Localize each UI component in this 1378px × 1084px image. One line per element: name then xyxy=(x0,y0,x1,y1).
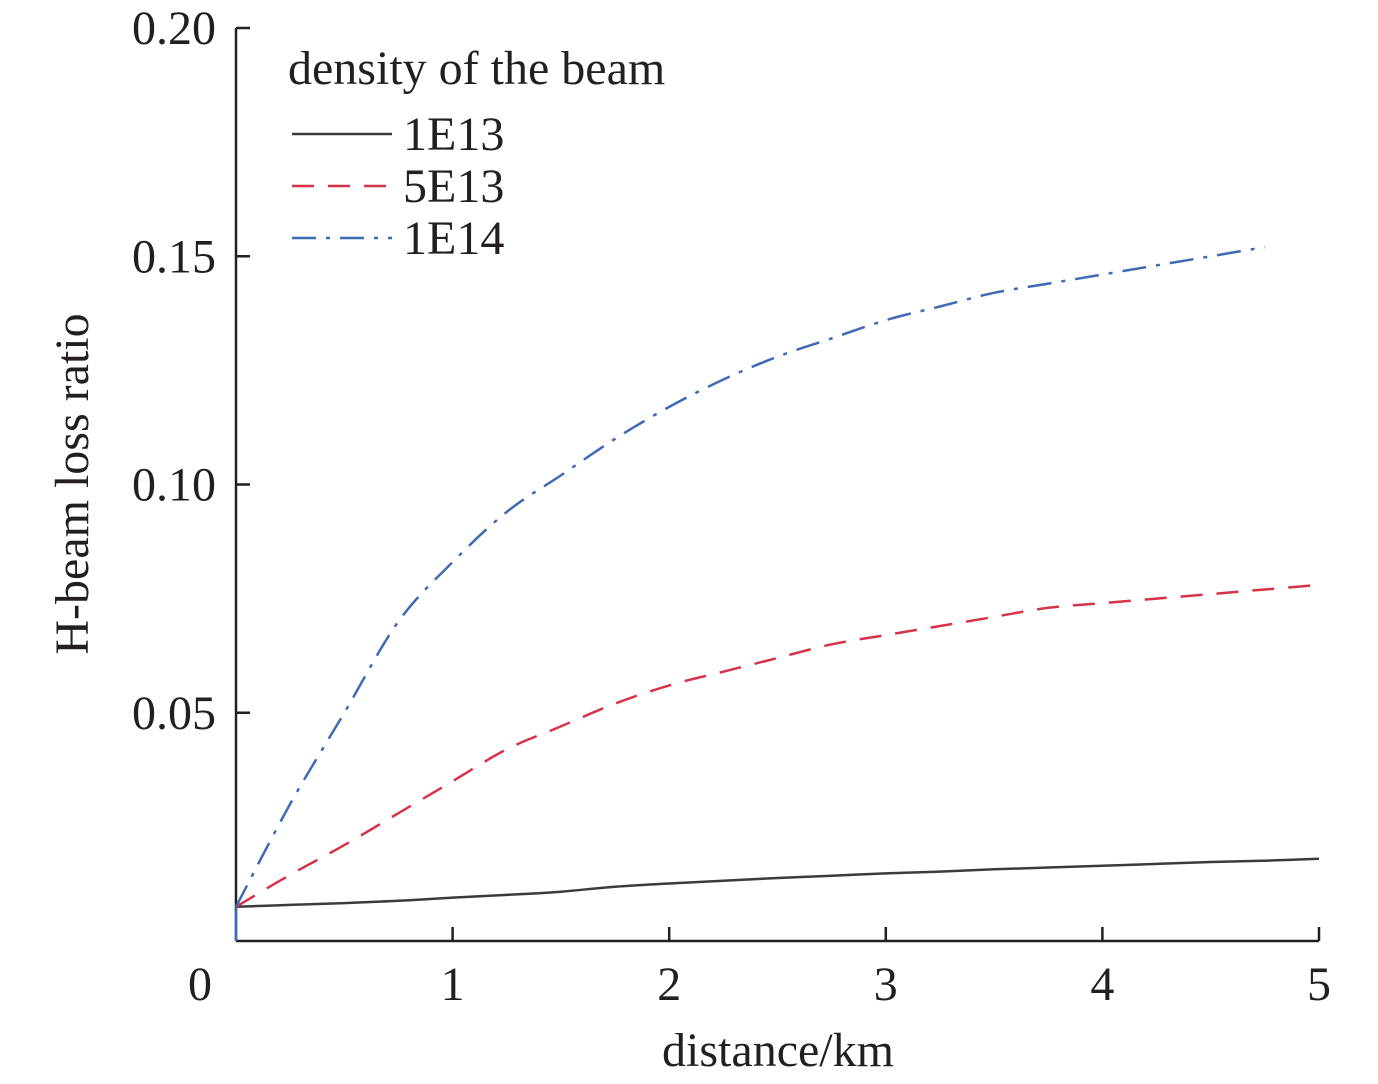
series-line-1e13 xyxy=(235,857,1320,909)
legend-label: 1E13 xyxy=(403,108,504,161)
x-tick-label: 3 xyxy=(874,958,898,1011)
x-tick-label: 1 xyxy=(441,958,465,1011)
legend-title: density of the beam xyxy=(288,42,665,95)
series-line-1e14 xyxy=(234,245,1266,908)
y-axis-label: H-beam loss ratio xyxy=(46,313,99,654)
y-tick-label: 0.10 xyxy=(132,459,216,512)
x-tick-label: 5 xyxy=(1307,958,1331,1011)
axes: 0 1 2 3 4 5 0.05 0.10 0.15 0.20 xyxy=(132,2,1331,1011)
x-axis-label: distance/km xyxy=(662,1024,894,1077)
x-tick-label: 2 xyxy=(657,958,681,1011)
x-tick-label: 4 xyxy=(1090,958,1114,1011)
legend-label: 1E14 xyxy=(403,212,504,265)
legend-label: 5E13 xyxy=(403,160,504,213)
x-tick-label: 0 xyxy=(188,958,212,1011)
series-line-5e13 xyxy=(235,583,1320,908)
series-layer xyxy=(234,245,1320,909)
y-tick-label: 0.20 xyxy=(132,2,216,55)
y-tick-label: 0.15 xyxy=(132,230,216,283)
y-tick-label: 0.05 xyxy=(132,687,216,740)
